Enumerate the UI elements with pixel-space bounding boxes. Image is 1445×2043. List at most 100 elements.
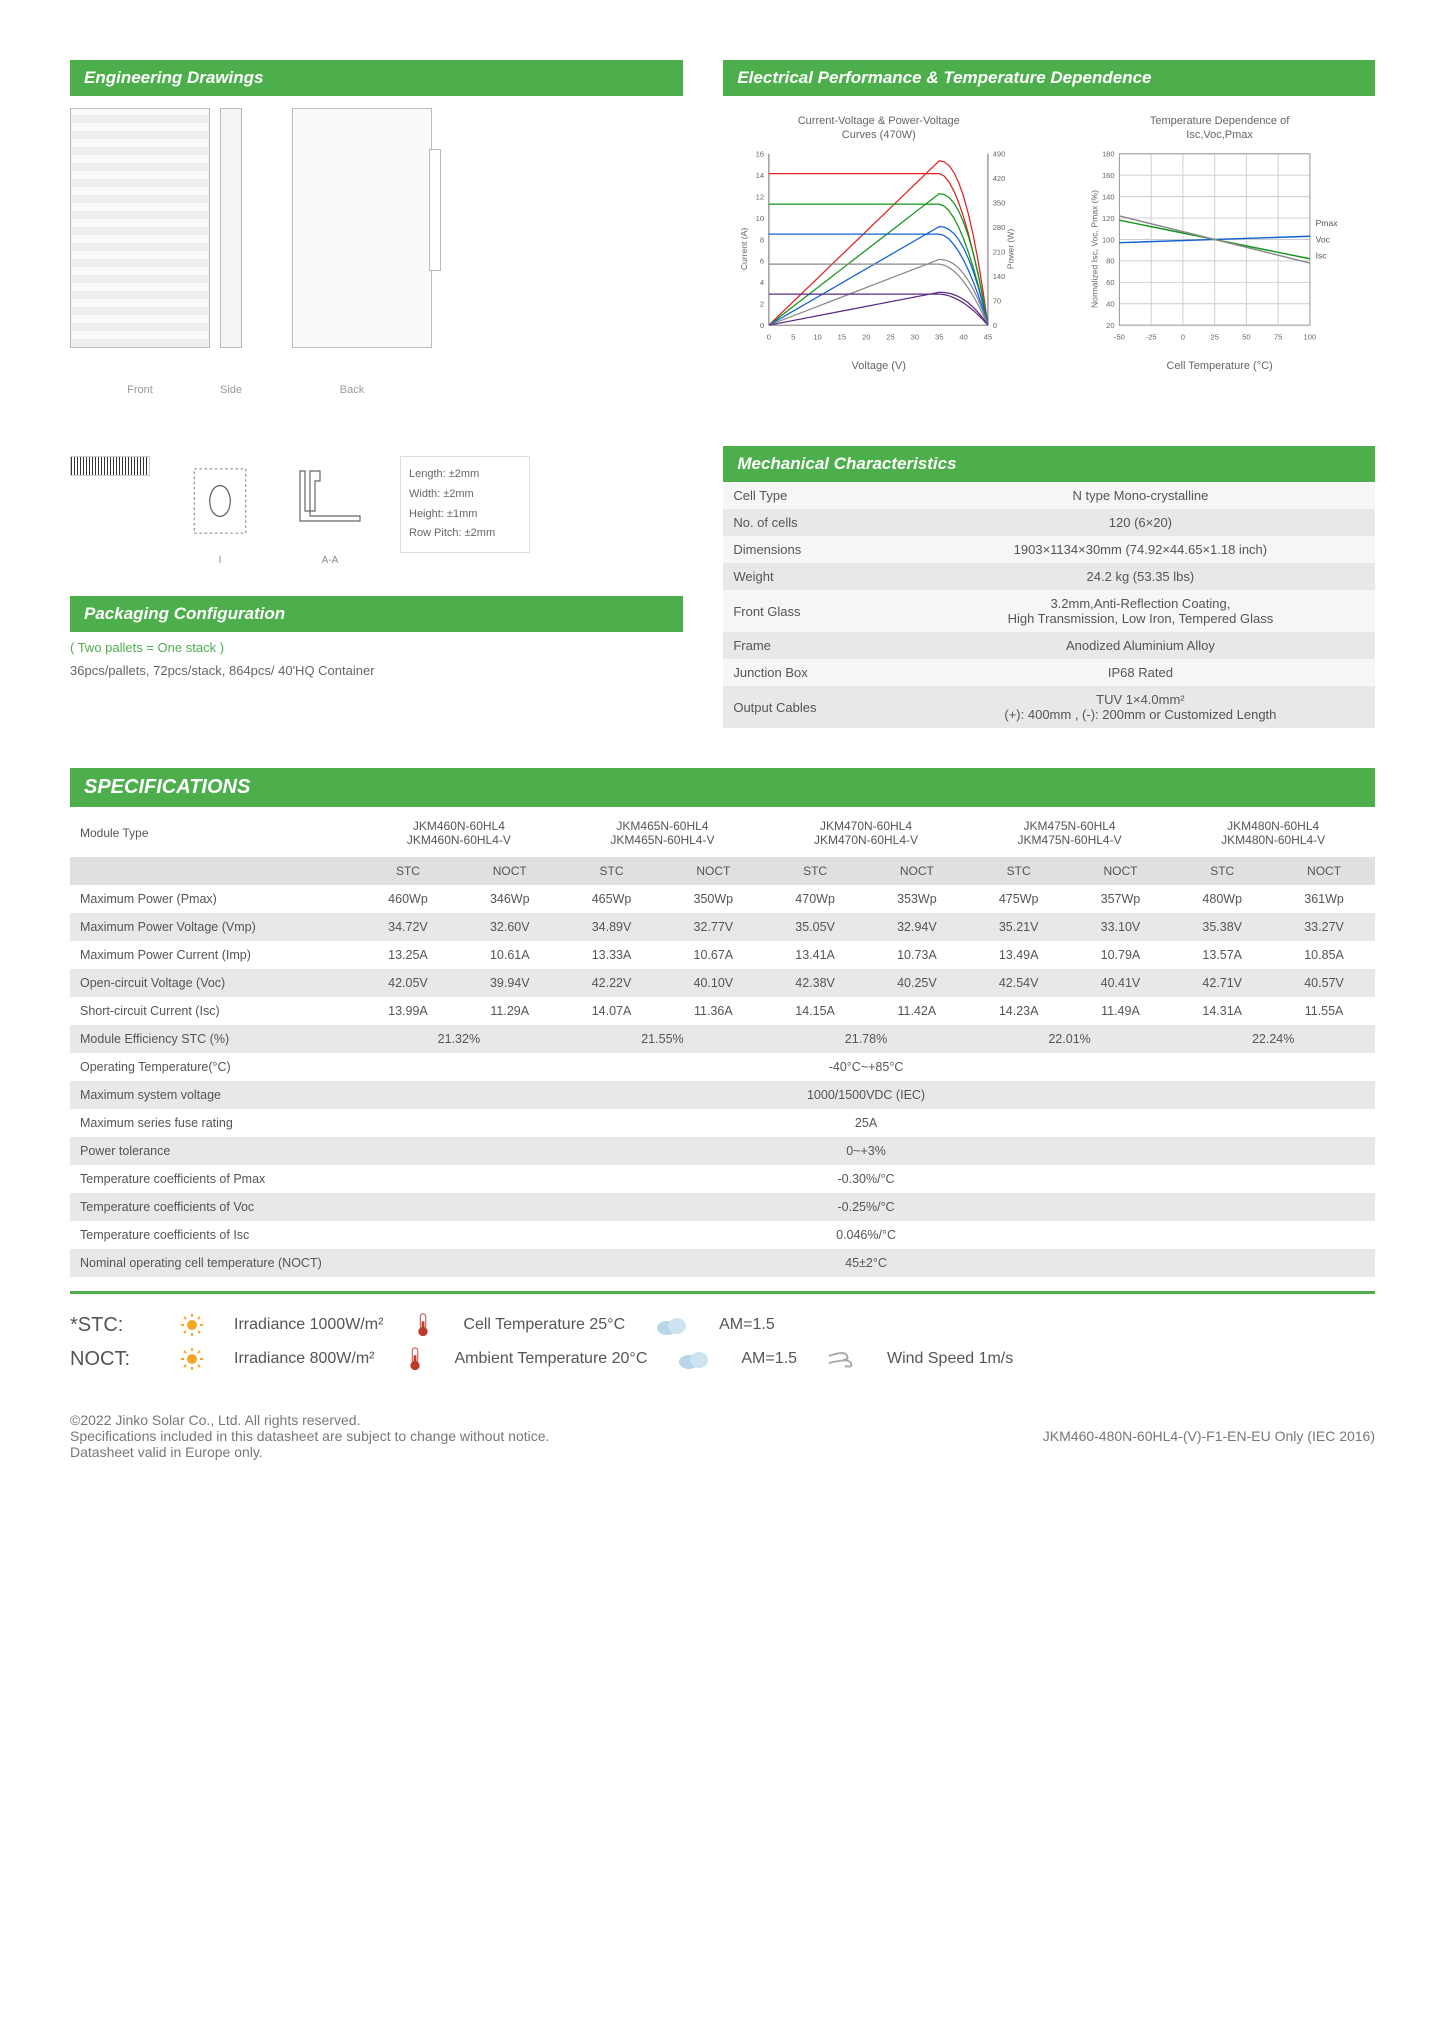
svg-text:140: 140	[1102, 192, 1115, 201]
temp-xlabel: Cell Temperature (°C)	[1064, 360, 1375, 372]
svg-text:0: 0	[760, 321, 764, 330]
thermometer-icon	[405, 1346, 425, 1372]
mech-key: Frame	[723, 632, 905, 659]
section-mark: I	[180, 555, 260, 566]
packaging-note: ( Two pallets = One stack )	[70, 640, 683, 655]
svg-text:35: 35	[935, 332, 943, 341]
packaging-header: Packaging Configuration	[70, 596, 683, 632]
mech-key: Dimensions	[723, 536, 905, 563]
wind-icon	[827, 1348, 857, 1370]
svg-text:100: 100	[1304, 332, 1317, 341]
mechanical-header: Mechanical Characteristics	[723, 446, 1375, 482]
footer-valid: Datasheet valid in Europe only.	[70, 1444, 1003, 1460]
aa-label: A-A	[290, 555, 370, 566]
svg-text:180: 180	[1102, 149, 1115, 158]
footer: ©2022 Jinko Solar Co., Ltd. All rights r…	[70, 1412, 1375, 1460]
mech-val: TUV 1×4.0mm² (+): 400mm , (-): 200mm or …	[906, 686, 1375, 728]
noct-wind: Wind Speed 1m/s	[887, 1350, 1013, 1368]
svg-text:45: 45	[984, 332, 992, 341]
panel-side-drawing	[220, 108, 242, 348]
iv-chart: 0510152025303540450246810121416070140210…	[723, 149, 1034, 349]
svg-text:210: 210	[993, 247, 1006, 256]
svg-text:8: 8	[760, 235, 764, 244]
stc-label: *STC:	[70, 1314, 150, 1337]
footer-code: JKM460-480N-60HL4-(V)-F1-EN-EU Only (IEC…	[1043, 1428, 1375, 1444]
svg-text:-25: -25	[1146, 332, 1157, 341]
svg-text:160: 160	[1102, 171, 1115, 180]
svg-text:15: 15	[838, 332, 846, 341]
thermometer-icon	[413, 1312, 433, 1338]
mech-val: N type Mono-crystalline	[906, 482, 1375, 509]
svg-text:20: 20	[1106, 321, 1114, 330]
specifications-table: Module TypeJKM460N-60HL4 JKM460N-60HL4-V…	[70, 809, 1375, 1277]
mechanical-table: Cell TypeN type Mono-crystallineNo. of c…	[723, 482, 1375, 728]
mech-val: IP68 Rated	[906, 659, 1375, 686]
svg-text:Isc: Isc	[1316, 250, 1328, 260]
noct-conditions-row: NOCT: Irradiance 800W/m² Ambient Tempera…	[70, 1346, 1375, 1372]
mech-key: Front Glass	[723, 590, 905, 632]
svg-text:12: 12	[756, 192, 764, 201]
svg-text:-50: -50	[1114, 332, 1125, 341]
svg-text:40: 40	[960, 332, 968, 341]
tol-width: Width: ±2mm	[409, 485, 521, 505]
mech-key: Output Cables	[723, 686, 905, 728]
svg-text:Current (A): Current (A)	[739, 227, 749, 269]
cloud-icon	[655, 1314, 689, 1336]
svg-text:Voc: Voc	[1316, 234, 1331, 244]
noct-label: NOCT:	[70, 1348, 150, 1371]
mech-val: 3.2mm,Anti-Reflection Coating, High Tran…	[906, 590, 1375, 632]
noct-irradiance: Irradiance 800W/m²	[234, 1350, 375, 1368]
mech-val: Anodized Aluminium Alloy	[906, 632, 1375, 659]
sun-icon	[180, 1347, 204, 1371]
iv-xlabel: Voltage (V)	[723, 360, 1034, 372]
temp-chart-title: Temperature Dependence of Isc,Voc,Pmax	[1064, 114, 1375, 143]
tol-height: Height: ±1mm	[409, 505, 521, 525]
svg-text:490: 490	[993, 149, 1006, 158]
footer-copyright: ©2022 Jinko Solar Co., Ltd. All rights r…	[70, 1412, 1003, 1428]
engineering-drawings	[70, 96, 683, 376]
packaging-line: 36pcs/pallets, 72pcs/stack, 864pcs/ 40'H…	[70, 663, 683, 678]
svg-text:6: 6	[760, 256, 764, 265]
mech-key: Weight	[723, 563, 905, 590]
svg-text:25: 25	[1211, 332, 1219, 341]
svg-text:16: 16	[756, 149, 764, 158]
tol-rowpitch: Row Pitch: ±2mm	[409, 524, 521, 544]
electrical-header: Electrical Performance & Temperature Dep…	[723, 60, 1375, 96]
stc-conditions-row: *STC: Irradiance 1000W/m² Cell Temperatu…	[70, 1312, 1375, 1338]
svg-text:Normalized Isc, Voc, Pmax (%): Normalized Isc, Voc, Pmax (%)	[1090, 189, 1100, 307]
svg-text:4: 4	[760, 278, 765, 287]
drawings-header: Engineering Drawings	[70, 60, 683, 96]
svg-text:14: 14	[756, 171, 765, 180]
svg-text:100: 100	[1102, 235, 1115, 244]
svg-text:140: 140	[993, 272, 1006, 281]
mech-val: 1903×1134×30mm (74.92×44.65×1.18 inch)	[906, 536, 1375, 563]
temp-chart: -50-25025507510020406080100120140160180N…	[1064, 149, 1375, 349]
stc-temperature: Cell Temperature 25°C	[463, 1316, 625, 1334]
tolerance-box: Length: ±2mm Width: ±2mm Height: ±1mm Ro…	[400, 456, 530, 553]
svg-text:420: 420	[993, 174, 1006, 183]
green-divider	[70, 1291, 1375, 1294]
svg-text:10: 10	[814, 332, 822, 341]
svg-text:350: 350	[993, 198, 1006, 207]
svg-text:20: 20	[862, 332, 870, 341]
mech-key: Junction Box	[723, 659, 905, 686]
svg-text:280: 280	[993, 223, 1006, 232]
svg-text:75: 75	[1274, 332, 1282, 341]
svg-text:5: 5	[791, 332, 795, 341]
mech-val: 24.2 kg (53.35 lbs)	[906, 563, 1375, 590]
svg-text:50: 50	[1242, 332, 1250, 341]
svg-text:0: 0	[993, 321, 997, 330]
mech-key: Cell Type	[723, 482, 905, 509]
svg-text:2: 2	[760, 299, 764, 308]
mounting-hole-drawing	[180, 456, 260, 546]
noct-temperature: Ambient Temperature 20°C	[455, 1350, 648, 1368]
specifications-header: SPECIFICATIONS	[70, 768, 1375, 807]
panel-back-drawing	[292, 108, 432, 348]
noct-am: AM=1.5	[741, 1350, 797, 1368]
svg-text:120: 120	[1102, 213, 1115, 222]
frame-profile-drawing	[290, 456, 370, 546]
iv-chart-title: Current-Voltage & Power-Voltage Curves (…	[723, 114, 1034, 143]
svg-text:80: 80	[1106, 256, 1114, 265]
svg-text:Pmax: Pmax	[1316, 218, 1339, 228]
label-side: Side	[220, 384, 242, 396]
